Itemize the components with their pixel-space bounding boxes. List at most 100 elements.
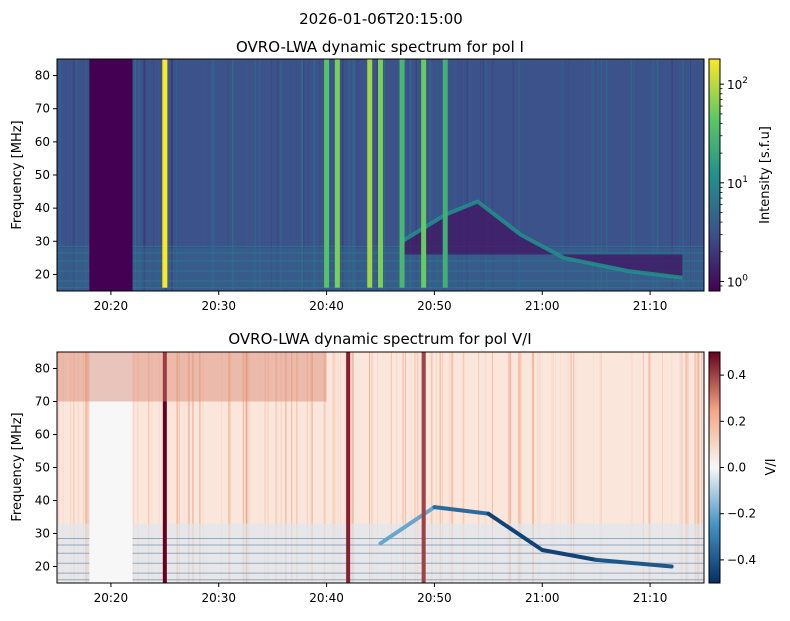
panel2-colorbar-gradient (708, 351, 721, 584)
colorbar-tick-label: 0.4 (727, 368, 746, 382)
x-tick-label: 21:00 (525, 591, 560, 605)
background-striation (455, 59, 457, 291)
background-striation (59, 59, 61, 291)
background-striation (685, 352, 687, 583)
background-striation (301, 59, 303, 291)
background-striation (591, 59, 593, 291)
background-striation (435, 352, 437, 583)
background-striation (132, 352, 135, 583)
background-striation (145, 59, 147, 291)
x-tick-label: 20:40 (309, 591, 344, 605)
drifting-burst-region (402, 201, 683, 278)
background-striation (357, 59, 360, 291)
background-striation (518, 59, 520, 291)
background-striation (77, 352, 80, 583)
background-striation (469, 59, 470, 291)
background-striation (371, 352, 373, 583)
polarized-burst (346, 352, 351, 583)
background-striation (275, 352, 277, 583)
background-striation (701, 352, 703, 583)
background-striation (349, 59, 351, 291)
y-tick-label: 30 (35, 234, 50, 248)
background-striation (442, 352, 443, 583)
background-striation (462, 352, 465, 583)
background-striation (62, 352, 64, 583)
background-striation (203, 59, 206, 291)
background-striation (429, 59, 432, 291)
y-tick-label: 20 (35, 560, 50, 574)
background-striation (137, 59, 140, 291)
panel2-colorbar: 0.4 0.2 0.0 −0.2 −0.4 V/I (708, 351, 779, 584)
background-striation (148, 352, 150, 583)
background-striation (436, 59, 437, 291)
background-striation (296, 352, 298, 583)
bright-burst (378, 59, 383, 288)
background-striation (352, 59, 355, 291)
panel2-colorbar-label: V/I (764, 458, 779, 475)
background-striation (399, 352, 400, 583)
background-striation (70, 352, 71, 583)
y-tick-label: 80 (35, 69, 50, 83)
panel2-plot-area (56, 351, 705, 584)
background-striation (303, 59, 305, 291)
background-striation (199, 352, 201, 583)
background-striation (196, 59, 198, 291)
panel2-x-axis: 20:20 20:30 20:40 20:50 21:00 21:10 (94, 583, 667, 605)
panel1-colorbar-ticks: 100 101 102 (720, 76, 748, 289)
background-striation (597, 59, 599, 291)
background-striation (202, 352, 204, 583)
background-striation (415, 59, 417, 291)
background-striation (312, 352, 313, 583)
background-striation (507, 352, 510, 583)
background-striation (484, 352, 486, 583)
background-striation (526, 59, 527, 291)
background-striation (679, 59, 681, 291)
x-tick-label: 20:20 (94, 591, 129, 605)
background-striation (439, 352, 442, 583)
background-striation (231, 59, 234, 291)
background-striation (642, 352, 644, 583)
background-striation (177, 352, 179, 583)
background-striation (290, 59, 291, 291)
background-striation (332, 352, 334, 583)
background-striation (221, 352, 223, 583)
background-striation (340, 352, 342, 583)
background-striation (509, 352, 512, 583)
background-striation (284, 352, 287, 583)
x-tick-label: 20:50 (417, 591, 452, 605)
background-striation (341, 59, 344, 291)
background-striation (176, 59, 177, 291)
panel1-colorbar-gradient (708, 58, 721, 292)
background-striation (310, 352, 312, 583)
panel-pol-vi: OVRO-LWA dynamic spectrum for pol V/I 20… (10, 330, 779, 605)
bright-burst (162, 59, 168, 288)
background-striation (345, 352, 347, 583)
background-striation (177, 59, 179, 291)
colorbar-tick-label: 0.2 (727, 414, 746, 428)
background-striation (409, 59, 412, 291)
background-striation (538, 352, 541, 583)
x-tick-label: 20:30 (201, 591, 236, 605)
drifting-burst-segment (594, 557, 674, 569)
background-striation (656, 59, 659, 291)
background-striation (485, 59, 488, 291)
background-striation (188, 352, 190, 583)
background-striation (414, 352, 416, 583)
background-striation (679, 352, 681, 583)
background-striation (227, 59, 230, 291)
background-striation (683, 59, 685, 291)
background-striation (57, 59, 59, 291)
background-striation (457, 59, 459, 291)
background-striation (479, 59, 481, 291)
background-striation (518, 352, 521, 583)
background-striation (377, 352, 378, 583)
x-tick-label: 20:50 (417, 299, 452, 313)
background-striation (480, 59, 481, 291)
background-striation (153, 59, 154, 291)
background-striation (137, 352, 139, 583)
background-striation (593, 59, 595, 291)
background-striation (491, 352, 494, 583)
background-striation (221, 59, 222, 291)
background-striation (276, 352, 278, 583)
background-striation (612, 352, 614, 583)
